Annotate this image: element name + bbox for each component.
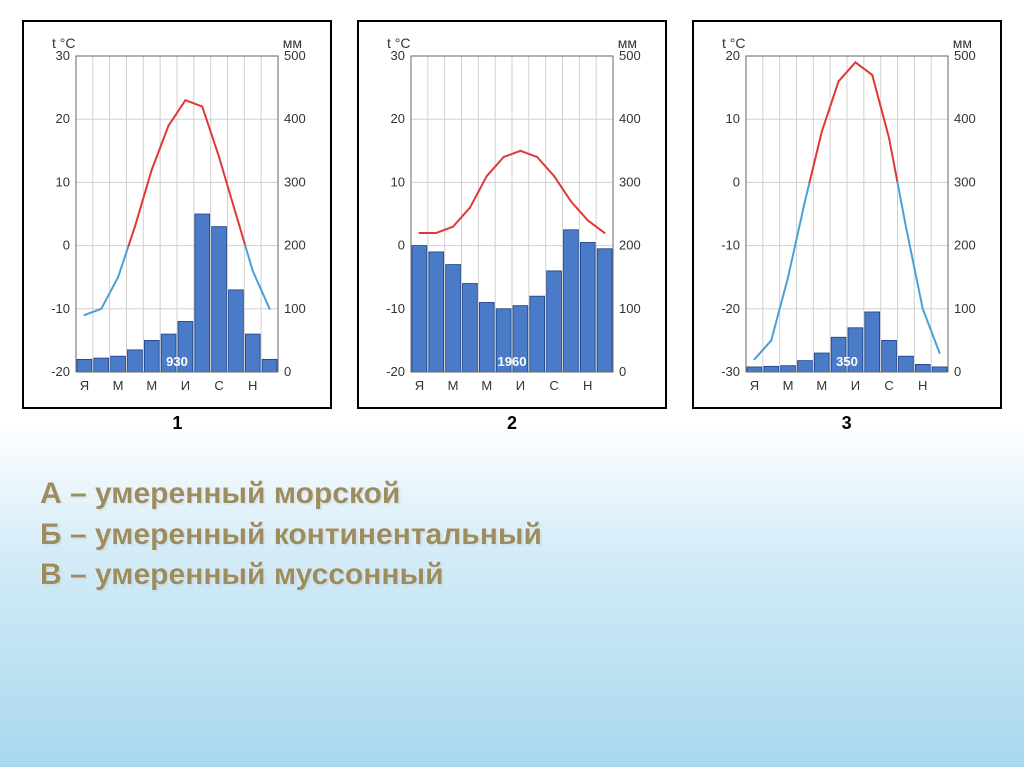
svg-text:20: 20 bbox=[725, 48, 739, 63]
svg-text:М: М bbox=[481, 378, 492, 393]
svg-text:М: М bbox=[816, 378, 827, 393]
svg-text:400: 400 bbox=[619, 111, 641, 126]
legend-block: А – умеренный морской Б – умеренный конт… bbox=[0, 444, 1024, 596]
chart-number-1: 1 bbox=[172, 413, 182, 434]
chart-number-3: 3 bbox=[842, 413, 852, 434]
svg-text:100: 100 bbox=[619, 301, 641, 316]
svg-text:М: М bbox=[147, 378, 158, 393]
chart-frame-1: 930t °Cмм-20-1001020300100200300400500ЯМ… bbox=[22, 20, 332, 409]
charts-row: 930t °Cмм-20-1001020300100200300400500ЯМ… bbox=[0, 0, 1024, 444]
svg-text:0: 0 bbox=[284, 364, 291, 379]
svg-text:С: С bbox=[884, 378, 893, 393]
climograph-1: 930t °Cмм-20-1001020300100200300400500ЯМ… bbox=[32, 28, 322, 398]
legend-line-a: А – умеренный морской bbox=[40, 474, 984, 515]
svg-text:М: М bbox=[113, 378, 124, 393]
svg-text:Я: Я bbox=[80, 378, 89, 393]
svg-text:1960: 1960 bbox=[498, 354, 527, 369]
climograph-2: 1960t °Cмм-20-1001020300100200300400500Я… bbox=[367, 28, 657, 398]
svg-text:Я: Я bbox=[749, 378, 758, 393]
svg-text:300: 300 bbox=[284, 174, 306, 189]
svg-text:20: 20 bbox=[391, 111, 405, 126]
svg-text:200: 200 bbox=[284, 238, 306, 253]
chart-frame-3: 350t °Cмм-30-20-10010200100200300400500Я… bbox=[692, 20, 1002, 409]
svg-text:10: 10 bbox=[725, 111, 739, 126]
svg-text:0: 0 bbox=[954, 364, 961, 379]
svg-text:Н: Н bbox=[583, 378, 592, 393]
chart-wrap-3: 350t °Cмм-30-20-10010200100200300400500Я… bbox=[692, 20, 1002, 434]
chart-frame-2: 1960t °Cмм-20-1001020300100200300400500Я… bbox=[357, 20, 667, 409]
svg-text:30: 30 bbox=[391, 48, 405, 63]
svg-text:0: 0 bbox=[398, 238, 405, 253]
svg-text:300: 300 bbox=[954, 174, 976, 189]
svg-text:Н: Н bbox=[248, 378, 257, 393]
svg-text:0: 0 bbox=[63, 238, 70, 253]
svg-text:-20: -20 bbox=[52, 364, 71, 379]
legend-line-b: Б – умеренный континентальный bbox=[40, 515, 984, 556]
climograph-3: 350t °Cмм-30-20-10010200100200300400500Я… bbox=[702, 28, 992, 398]
svg-text:350: 350 bbox=[836, 354, 858, 369]
svg-text:И: И bbox=[850, 378, 859, 393]
svg-text:И: И bbox=[181, 378, 190, 393]
chart-wrap-1: 930t °Cмм-20-1001020300100200300400500ЯМ… bbox=[22, 20, 332, 434]
chart-number-2: 2 bbox=[507, 413, 517, 434]
svg-text:-20: -20 bbox=[386, 364, 405, 379]
svg-text:Я: Я bbox=[415, 378, 424, 393]
svg-text:200: 200 bbox=[619, 238, 641, 253]
svg-text:400: 400 bbox=[284, 111, 306, 126]
svg-text:-20: -20 bbox=[721, 301, 740, 316]
svg-text:Н: Н bbox=[918, 378, 927, 393]
svg-text:-10: -10 bbox=[52, 301, 71, 316]
svg-text:-10: -10 bbox=[386, 301, 405, 316]
svg-text:-10: -10 bbox=[721, 238, 740, 253]
svg-text:-30: -30 bbox=[721, 364, 740, 379]
svg-text:С: С bbox=[215, 378, 224, 393]
svg-text:0: 0 bbox=[732, 174, 739, 189]
svg-text:500: 500 bbox=[284, 48, 306, 63]
svg-text:400: 400 bbox=[954, 111, 976, 126]
svg-text:930: 930 bbox=[166, 354, 188, 369]
svg-text:М: М bbox=[782, 378, 793, 393]
svg-text:200: 200 bbox=[954, 238, 976, 253]
svg-text:С: С bbox=[549, 378, 558, 393]
svg-text:100: 100 bbox=[954, 301, 976, 316]
legend-line-c: В – умеренный муссонный bbox=[40, 555, 984, 596]
svg-text:100: 100 bbox=[284, 301, 306, 316]
svg-text:10: 10 bbox=[56, 174, 70, 189]
svg-text:500: 500 bbox=[954, 48, 976, 63]
svg-text:500: 500 bbox=[619, 48, 641, 63]
svg-text:0: 0 bbox=[619, 364, 626, 379]
svg-text:30: 30 bbox=[56, 48, 70, 63]
svg-text:10: 10 bbox=[391, 174, 405, 189]
chart-wrap-2: 1960t °Cмм-20-1001020300100200300400500Я… bbox=[357, 20, 667, 434]
svg-text:300: 300 bbox=[619, 174, 641, 189]
svg-text:И: И bbox=[516, 378, 525, 393]
svg-text:М: М bbox=[448, 378, 459, 393]
svg-text:20: 20 bbox=[56, 111, 70, 126]
